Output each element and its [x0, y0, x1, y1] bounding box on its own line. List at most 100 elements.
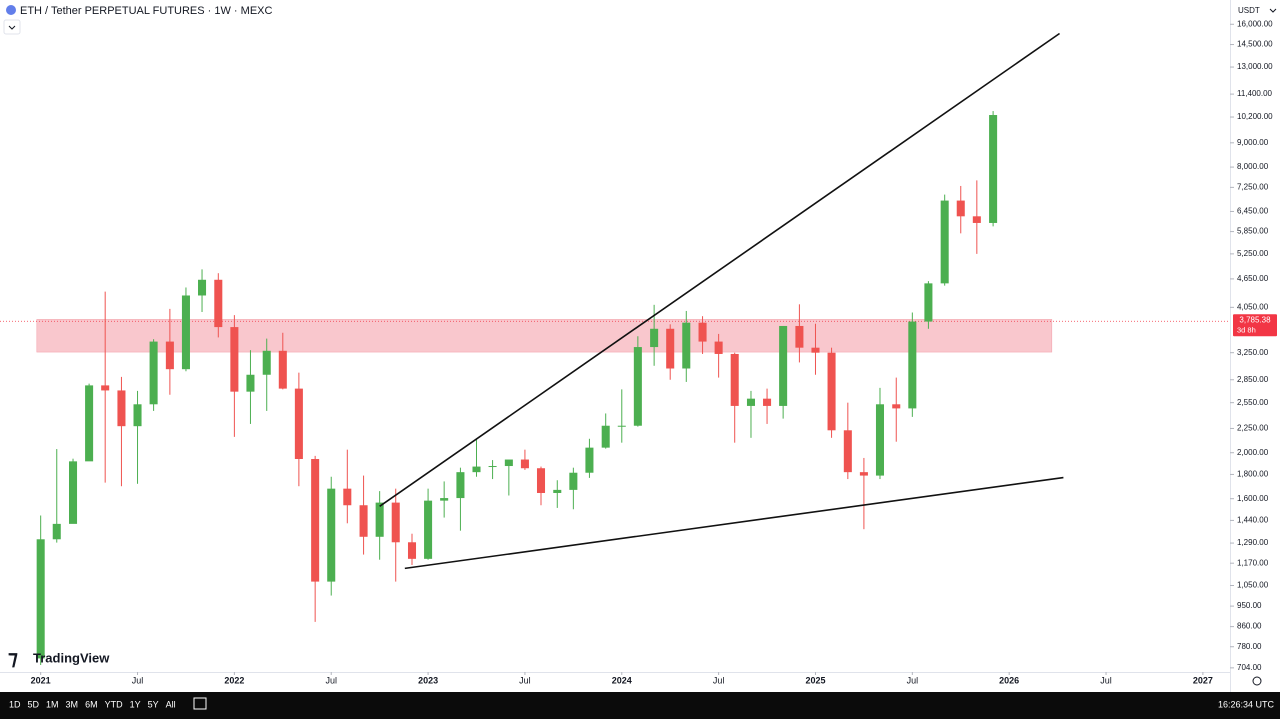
last-price-label: 3,785.38	[1239, 315, 1271, 324]
candle-body	[827, 352, 836, 431]
y-tick-label: 16,000.00	[1237, 19, 1273, 28]
x-tick-label: Jul	[907, 675, 919, 685]
trend-line	[379, 32, 1061, 507]
y-tick-label: 11,400.00	[1237, 89, 1273, 98]
collapse-button[interactable]	[3, 19, 21, 35]
candle-body	[85, 385, 94, 462]
candle-body	[714, 341, 723, 354]
range-button[interactable]: 1D	[9, 699, 21, 709]
range-button[interactable]: 1Y	[130, 699, 141, 709]
last-price-badge	[1233, 314, 1277, 337]
x-tick-label: Jul	[713, 675, 725, 685]
x-tick-label: 2022	[224, 675, 244, 685]
range-button[interactable]: All	[166, 699, 176, 709]
settings-icon[interactable]	[1252, 676, 1262, 686]
bottom-toolbar	[0, 692, 1280, 719]
candle-body	[230, 327, 239, 392]
range-button[interactable]: 1M	[46, 699, 59, 709]
y-tick-label: 1,800.00	[1237, 470, 1269, 479]
y-tick-label: 2,550.00	[1237, 398, 1269, 407]
range-button[interactable]: 6M	[85, 699, 98, 709]
zone	[36, 319, 1053, 353]
range-button[interactable]: 3M	[66, 699, 79, 709]
y-tick-label: 14,500.00	[1237, 40, 1273, 49]
candle-body	[617, 425, 626, 427]
candle-body	[633, 347, 642, 426]
candle-body	[117, 390, 126, 427]
candle-body	[69, 461, 78, 524]
candle-body	[181, 295, 190, 370]
candle-body	[101, 385, 110, 391]
candle-body	[327, 488, 336, 582]
chevron	[1269, 8, 1277, 13]
candle-body	[698, 322, 707, 342]
candle-body	[730, 353, 739, 406]
symbol-title[interactable]: ETH / Tether PERPETUAL FUTURES · 1W · ME…	[20, 5, 272, 17]
candle-body	[214, 279, 223, 328]
candle-body	[779, 325, 788, 406]
y-tick-label: 4,650.00	[1237, 274, 1269, 283]
logo-mark: ⁊	[8, 647, 18, 669]
candle-body	[956, 200, 965, 217]
y-tick-label: 860.00	[1237, 622, 1262, 631]
y-tick-label: 1,440.00	[1237, 516, 1269, 525]
candle-body	[133, 404, 142, 427]
y-tick-label: 2,250.00	[1237, 424, 1269, 433]
y-tick-label: 5,850.00	[1237, 227, 1269, 236]
y-tick-label: 950.00	[1237, 601, 1262, 610]
candle-body	[424, 500, 433, 559]
candle-body	[892, 404, 901, 409]
range-button[interactable]: 5D	[28, 699, 40, 709]
y-tick-label: 1,290.00	[1237, 538, 1269, 547]
candle-body	[585, 447, 594, 473]
candle-body	[294, 388, 303, 460]
y-tick-label: 5,250.00	[1237, 249, 1269, 258]
calendar-icon[interactable]	[193, 697, 207, 710]
candle-body	[391, 502, 400, 543]
candle-body	[488, 466, 497, 468]
range-button[interactable]: 5Y	[148, 699, 159, 709]
x-tick-label: 2021	[31, 675, 51, 685]
logo: TradingView	[33, 650, 110, 665]
candle-body	[536, 468, 546, 493]
candle-body	[763, 398, 772, 406]
candle-body	[311, 459, 320, 582]
y-tick-label: 2,850.00	[1237, 375, 1269, 384]
trend-line	[404, 476, 1064, 570]
candle-body	[859, 472, 868, 476]
candle-body	[359, 505, 368, 537]
x-tick-label: 2027	[1193, 675, 1213, 685]
y-tick-label: 780.00	[1237, 642, 1262, 651]
candle-body	[989, 115, 998, 223]
candle-body	[472, 466, 481, 473]
candle-body	[149, 341, 158, 405]
y-tick-label: 13,000.00	[1237, 62, 1273, 71]
candle-body	[375, 502, 384, 537]
x-tick-label: 2026	[999, 675, 1019, 685]
candle-body	[908, 321, 917, 409]
candle-body	[52, 523, 61, 540]
candle-body	[343, 488, 352, 506]
y-tick-label: 10,200.00	[1237, 112, 1273, 121]
candle-body	[440, 498, 449, 501]
candle-body	[843, 430, 852, 473]
range-button[interactable]: YTD	[105, 699, 124, 709]
candle-body	[520, 459, 529, 469]
y-tick-label: 1,170.00	[1237, 558, 1269, 567]
y-tick-label: 2,000.00	[1237, 448, 1269, 457]
clock: 16:26:34 UTC	[1218, 699, 1275, 709]
candle-body	[875, 404, 885, 476]
y-tick-label: 8,000.00	[1237, 162, 1269, 171]
y-tick-label: 7,250.00	[1237, 182, 1269, 191]
candle-body	[198, 279, 207, 296]
range-buttons: 1D 5D 1M 3M 6M YTD 1Y 5Y All	[9, 699, 176, 709]
currency[interactable]: USDT	[1238, 6, 1260, 15]
candle-body	[246, 374, 255, 392]
symbol-icon	[6, 5, 16, 15]
candle-body	[456, 472, 465, 499]
candle-body	[601, 425, 610, 448]
x-tick-label: Jul	[519, 675, 531, 685]
candle-body	[924, 283, 933, 322]
